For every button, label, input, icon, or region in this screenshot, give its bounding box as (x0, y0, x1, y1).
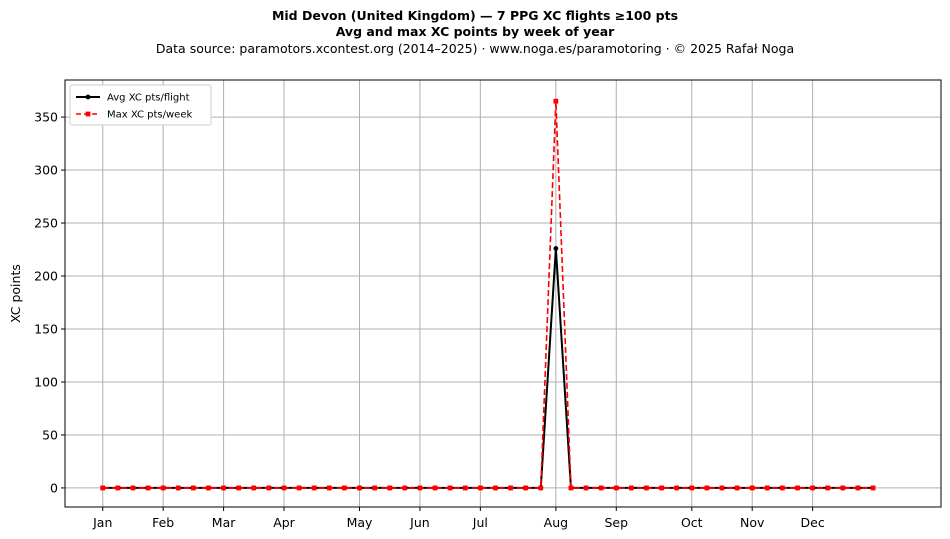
max-point (583, 485, 589, 491)
max-point (704, 485, 710, 491)
max-point (236, 485, 242, 491)
series-layer (100, 98, 876, 491)
max-point (810, 485, 816, 491)
x-tick-label: Feb (152, 515, 174, 530)
max-point (130, 485, 136, 491)
max-point (689, 485, 695, 491)
max-point (508, 485, 513, 491)
max-point (734, 485, 740, 491)
x-tick-label: Jun (409, 515, 430, 530)
legend-marker-max (85, 111, 91, 117)
max-point (462, 485, 468, 491)
chart-title: Mid Devon (United Kingdom) — 7 PPG XC fl… (271, 8, 679, 23)
x-tick-label: Apr (273, 515, 295, 530)
max-point (432, 485, 438, 491)
max-point (296, 485, 302, 491)
max-point (145, 485, 151, 491)
max-point (568, 485, 574, 491)
max-point (266, 485, 272, 491)
max-point (795, 485, 800, 491)
legend-label-avg: Avg XC pts/flight (107, 93, 190, 104)
x-tick-label: Nov (740, 515, 765, 530)
y-tick-label: 50 (42, 427, 58, 442)
x-tick-label: Mar (212, 515, 236, 530)
y-tick-label: 150 (34, 321, 58, 336)
legend-box (69, 84, 212, 126)
series-line-avg (102, 247, 874, 489)
y-tick-label: 300 (34, 163, 58, 178)
x-tick-label: Aug (544, 515, 568, 530)
x-tick-label: May (347, 515, 373, 530)
plot-frame (64, 79, 942, 508)
x-tick-label: Sep (604, 515, 628, 530)
max-point (659, 485, 664, 491)
max-point (764, 485, 770, 491)
y-tick-label: 0 (50, 480, 58, 495)
max-point (477, 485, 483, 491)
x-tick-label: Jan (92, 515, 112, 530)
max-point (840, 485, 846, 491)
max-point (780, 485, 785, 491)
series-line-max (102, 100, 874, 489)
max-point (175, 485, 181, 491)
max-point (115, 485, 121, 491)
max-point (190, 485, 196, 491)
max-point (613, 485, 619, 491)
max-point (417, 485, 423, 491)
legend-marker-avg (85, 94, 91, 100)
max-point (402, 485, 408, 491)
y-tick-label: 100 (34, 374, 58, 389)
max-point (493, 485, 498, 491)
max-point (719, 485, 725, 491)
max-point (644, 485, 649, 491)
x-tick-label: Dec (801, 515, 825, 530)
max-point (221, 485, 226, 491)
y-tick-label: 200 (34, 269, 58, 284)
x-tick-label: Oct (681, 515, 703, 530)
legend: Avg XC pts/flight Max XC pts/week (69, 84, 212, 126)
max-point (749, 485, 755, 491)
max-point (855, 485, 861, 491)
max-point (251, 485, 257, 491)
grid-layer (65, 80, 941, 507)
max-point (281, 485, 287, 491)
max-point (825, 485, 831, 491)
max-point (870, 485, 876, 491)
ticks-layer: 0 50 100 150 200 250 300 350 Jan Feb Mar Apr May Jun J… (34, 110, 825, 530)
max-point (326, 485, 332, 491)
chart-subtitle: Avg and max XC points by week of year (335, 24, 615, 39)
max-point (311, 485, 317, 491)
max-point (538, 485, 544, 491)
y-axis-label: XC points (8, 264, 23, 323)
legend-label-max: Max XC pts/week (107, 110, 192, 121)
max-point (342, 485, 347, 491)
max-point (598, 485, 604, 491)
max-point (674, 485, 680, 491)
max-point (160, 485, 166, 491)
max-point (523, 485, 529, 491)
max-point (357, 485, 362, 491)
max-point (447, 485, 453, 491)
y-tick-label: 250 (34, 216, 58, 231)
max-point (387, 485, 393, 491)
x-tick-label: Jul (472, 515, 488, 530)
max-point (206, 485, 211, 491)
chart-source-line: Data source: paramotors.xcontest.org (20… (155, 41, 795, 56)
avg-point (553, 246, 559, 251)
max-point (100, 485, 106, 491)
chart-titles: Mid Devon (United Kingdom) — 7 PPG XC fl… (0, 8, 950, 58)
max-point (628, 485, 634, 491)
max-point (372, 485, 378, 491)
max-point (553, 98, 559, 104)
y-tick-label: 350 (34, 110, 58, 125)
